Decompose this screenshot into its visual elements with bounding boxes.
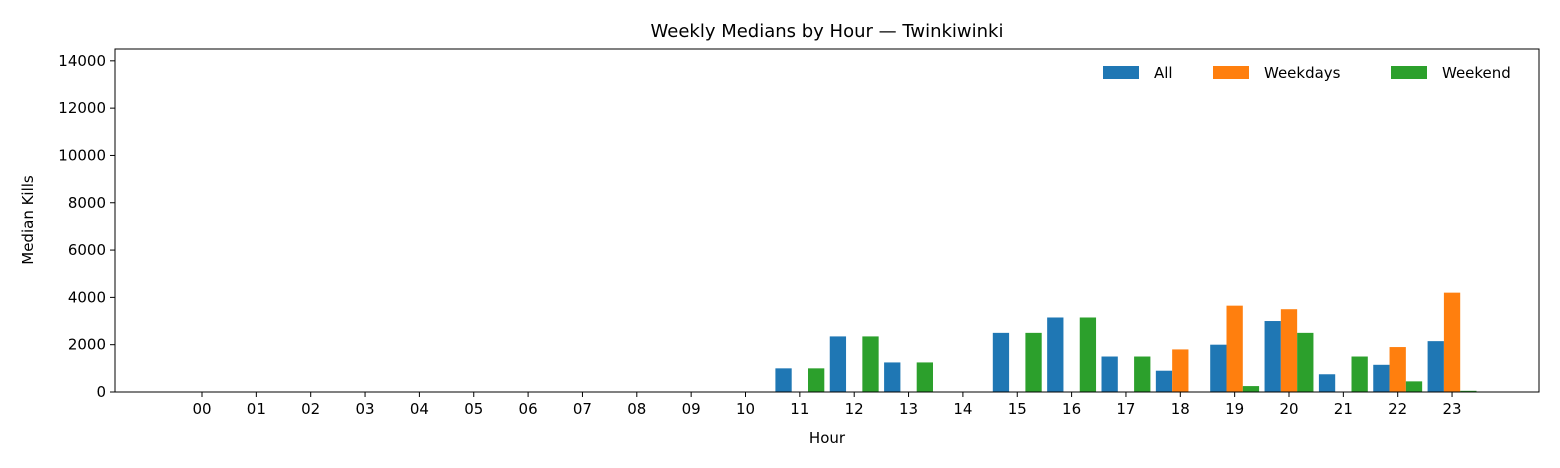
x-tick-label: 13 [899, 400, 918, 418]
x-tick-label: 21 [1334, 400, 1353, 418]
y-tick-label: 8000 [68, 194, 106, 212]
x-tick-label: 23 [1443, 400, 1462, 418]
bar-weekend-11 [808, 368, 825, 392]
bar-all-22 [1373, 364, 1390, 392]
y-tick-label: 12000 [58, 99, 106, 117]
x-tick-label: 18 [1171, 400, 1190, 418]
x-tick-label: 00 [192, 400, 211, 418]
bar-all-23 [1427, 341, 1444, 392]
x-tick-label: 06 [519, 400, 538, 418]
x-tick-label: 08 [627, 400, 646, 418]
bar-weekend-20 [1297, 332, 1314, 392]
x-tick-label: 12 [845, 400, 864, 418]
bar-weekend-21 [1351, 356, 1368, 392]
x-tick-label: 20 [1279, 400, 1298, 418]
bar-weekdays-18 [1172, 349, 1189, 392]
bar-weekend-17 [1134, 356, 1151, 392]
bar-weekend-19 [1242, 386, 1260, 392]
x-tick-label: 09 [682, 400, 701, 418]
legend-swatch-weekdays [1213, 66, 1249, 79]
legend-label-all: All [1154, 64, 1173, 82]
legend-label-weekend: Weekend [1442, 64, 1511, 82]
chart-title: Weekly Medians by Hour — Twinkiwinki [651, 21, 1004, 42]
bar-weekdays-19 [1226, 305, 1243, 392]
x-tick-label: 10 [736, 400, 755, 418]
y-tick-label: 6000 [68, 241, 106, 259]
x-tick-label: 16 [1062, 400, 1081, 418]
y-axis: 0 2000 4000 6000 8000 10000 12000 14000 [58, 52, 115, 401]
x-tick-label: 22 [1388, 400, 1407, 418]
bar-all-11 [775, 368, 792, 392]
y-tick-label: 0 [96, 383, 106, 401]
y-tick-label: 14000 [58, 52, 106, 70]
plot-frame [114, 48, 1540, 393]
x-axis-label: Hour [809, 429, 846, 447]
bar-weekdays-20 [1280, 309, 1298, 392]
bar-weekend-22 [1405, 381, 1423, 392]
bar-weekdays-23 [1443, 292, 1461, 392]
x-tick-label: 03 [356, 400, 375, 418]
x-tick-label: 05 [464, 400, 483, 418]
legend-swatch-weekend [1391, 66, 1427, 79]
bar-weekend-13 [916, 362, 933, 392]
x-tick-label: 07 [573, 400, 592, 418]
x-tick-label: 15 [1008, 400, 1027, 418]
legend: All Weekdays Weekend [1103, 64, 1511, 82]
y-tick-label: 2000 [68, 336, 106, 354]
legend-swatch-all [1103, 66, 1139, 79]
bar-weekdays-22 [1389, 347, 1406, 392]
y-axis-label: Median Kills [19, 175, 37, 265]
bar-all-16 [1047, 317, 1064, 392]
bar-all-20 [1264, 321, 1281, 392]
bars-group [775, 292, 1477, 392]
bar-weekend-23 [1460, 390, 1477, 392]
bar-weekend-12 [862, 336, 879, 392]
x-tick-label: 11 [790, 400, 809, 418]
bar-all-17 [1101, 356, 1118, 392]
y-tick-label: 10000 [58, 146, 106, 164]
x-tick-label: 02 [301, 400, 320, 418]
x-tick-label: 17 [1116, 400, 1135, 418]
bar-all-15 [992, 332, 1010, 392]
x-tick-label: 04 [410, 400, 429, 418]
y-tick-label: 4000 [68, 288, 106, 306]
x-axis: 00 01 02 03 04 05 06 07 08 09 10 11 12 13 14 15 16 17 18 19… [192, 392, 1462, 418]
bar-all-18 [1155, 370, 1173, 392]
bar-all-21 [1318, 374, 1336, 392]
bar-weekend-15 [1025, 332, 1042, 392]
bar-all-13 [884, 362, 901, 392]
x-tick-label: 01 [247, 400, 266, 418]
bar-all-12 [829, 336, 847, 392]
legend-label-weekdays: Weekdays [1264, 64, 1341, 82]
x-tick-label: 14 [953, 400, 972, 418]
bar-all-19 [1210, 344, 1227, 392]
bar-weekend-16 [1079, 317, 1097, 392]
x-tick-label: 19 [1225, 400, 1244, 418]
